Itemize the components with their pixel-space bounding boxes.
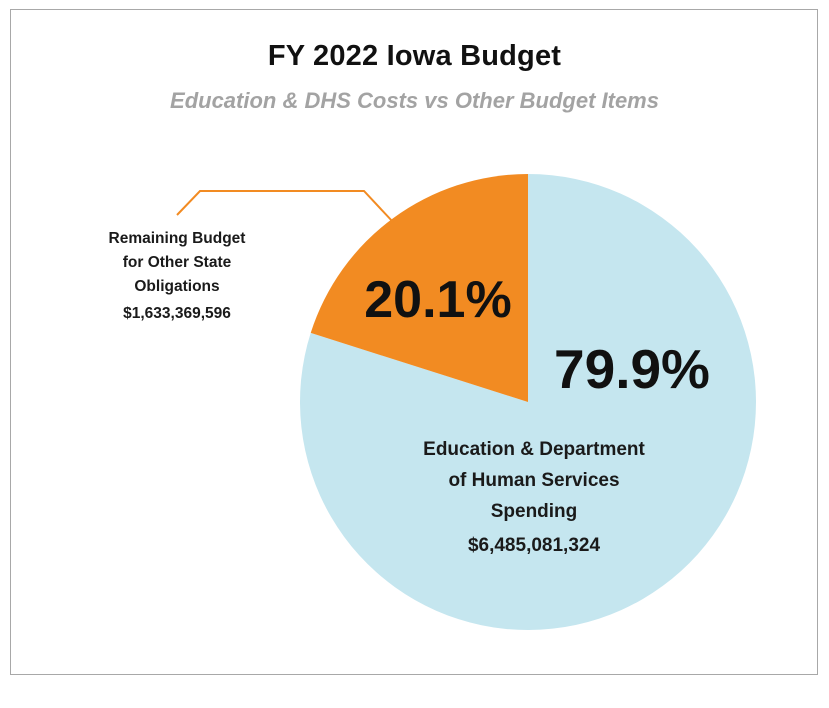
slice-other-obligations	[310, 174, 528, 402]
other-label-line-1: Remaining Budget	[109, 230, 246, 247]
chart-title: FY 2022 Iowa Budget	[267, 40, 562, 72]
education-dhs-label-line-3: Spending	[491, 501, 578, 522]
other-label-line-3: Obligations	[134, 278, 219, 295]
education-dhs-label-line-1: Education & Department	[423, 439, 645, 460]
slice-percent-other: 20.1%	[364, 271, 511, 329]
other-obligations-label: Remaining Budget for Other State Obligat…	[109, 230, 246, 322]
education-dhs-label-line-2: of Human Services	[448, 470, 619, 491]
chart-subtitle: Education & DHS Costs vs Other Budget It…	[170, 88, 659, 113]
leader-line	[176, 190, 394, 223]
other-label-line-2: for Other State	[123, 254, 232, 271]
education-dhs-amount: $6,485,081,324	[468, 535, 601, 556]
slices-group	[299, 174, 756, 630]
slice-percent-education-dhs: 79.9%	[554, 338, 710, 400]
education-dhs-label: Education & Department of Human Services…	[423, 439, 645, 556]
other-amount: $1,633,369,596	[123, 305, 231, 322]
